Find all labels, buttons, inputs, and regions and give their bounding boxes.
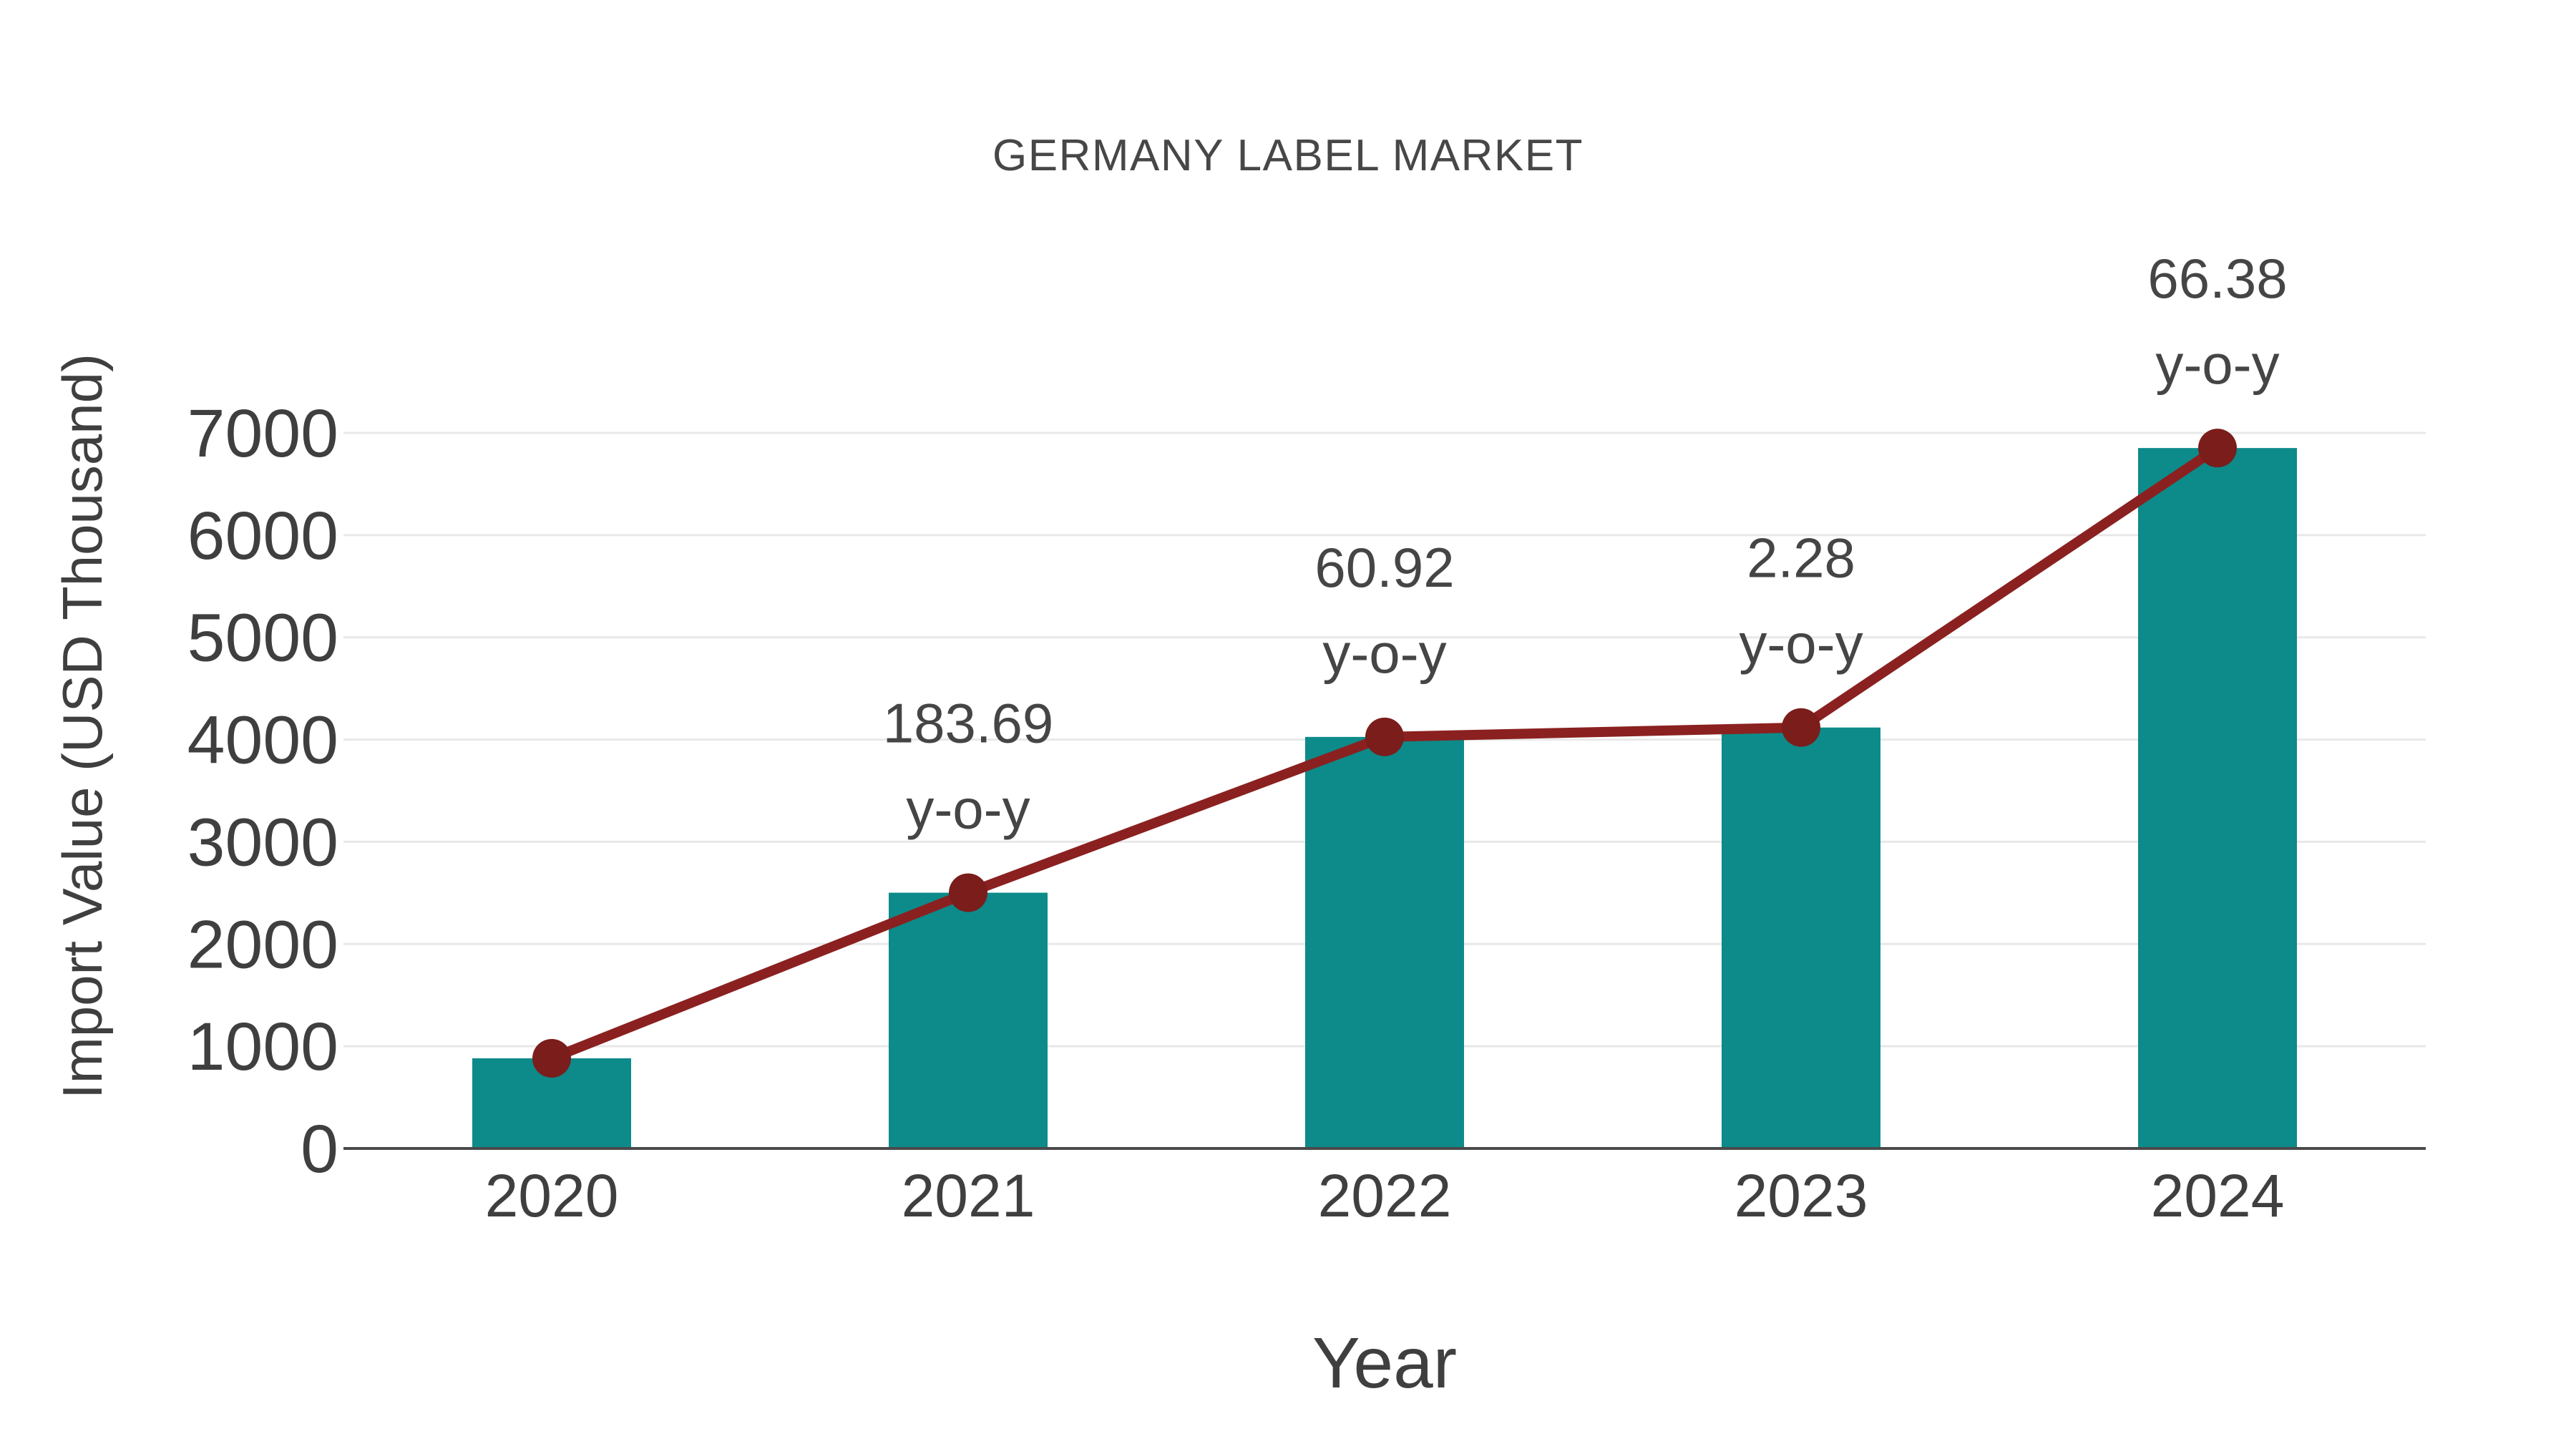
bar-2022 — [1305, 736, 1464, 1148]
annotation-2023-value: 2.28 — [1747, 527, 1855, 590]
x-tick-2021: 2021 — [902, 1162, 1035, 1229]
yoy-annotations: 183.69 y-o-y 60.92 y-o-y 2.28 y-o-y 66.38 y-o-y — [883, 247, 2288, 840]
trend-line-series — [532, 429, 2237, 1078]
annotation-2022-value: 60.92 — [1314, 536, 1454, 599]
trend-marker-2022 — [1365, 717, 1404, 756]
bar-2021 — [889, 892, 1048, 1148]
y-tick-3000: 3000 — [187, 804, 338, 880]
y-tick-labels: 0 1000 2000 3000 4000 5000 6000 7000 — [187, 396, 338, 1187]
annotation-2024-value: 66.38 — [2147, 247, 2287, 310]
bar-2023 — [1722, 727, 1880, 1148]
bar-2024 — [2138, 448, 2297, 1148]
chart-title: GERMANY LABEL MARKET — [992, 131, 1584, 180]
y-axis-title: Import Value (USD Thousand) — [51, 353, 114, 1099]
x-tick-2023: 2023 — [1735, 1162, 1868, 1229]
x-axis-title: Year — [1312, 1323, 1457, 1403]
trend-marker-2020 — [532, 1039, 571, 1078]
y-tick-1000: 1000 — [187, 1009, 338, 1085]
y-tick-0: 0 — [301, 1111, 338, 1187]
y-tick-4000: 4000 — [187, 703, 338, 779]
bar-series — [472, 448, 2297, 1148]
x-tick-2024: 2024 — [2151, 1162, 2285, 1229]
annotation-2024-suffix: y-o-y — [2155, 333, 2279, 396]
x-tick-2022: 2022 — [1318, 1162, 1452, 1229]
annotation-2023-suffix: y-o-y — [1739, 613, 1863, 675]
y-tick-5000: 5000 — [187, 600, 338, 676]
x-tick-2020: 2020 — [485, 1162, 619, 1229]
annotation-2021-value: 183.69 — [883, 692, 1054, 755]
annotation-2022-suffix: y-o-y — [1322, 622, 1446, 685]
y-tick-2000: 2000 — [187, 907, 338, 982]
annotation-2021-suffix: y-o-y — [906, 778, 1030, 841]
x-tick-labels: 2020 2021 2022 2023 2024 — [485, 1162, 2285, 1229]
y-tick-6000: 6000 — [187, 498, 338, 574]
trend-marker-2021 — [949, 873, 987, 912]
y-tick-7000: 7000 — [187, 396, 338, 472]
trend-marker-2024 — [2198, 429, 2237, 468]
trend-marker-2023 — [1782, 708, 1820, 747]
